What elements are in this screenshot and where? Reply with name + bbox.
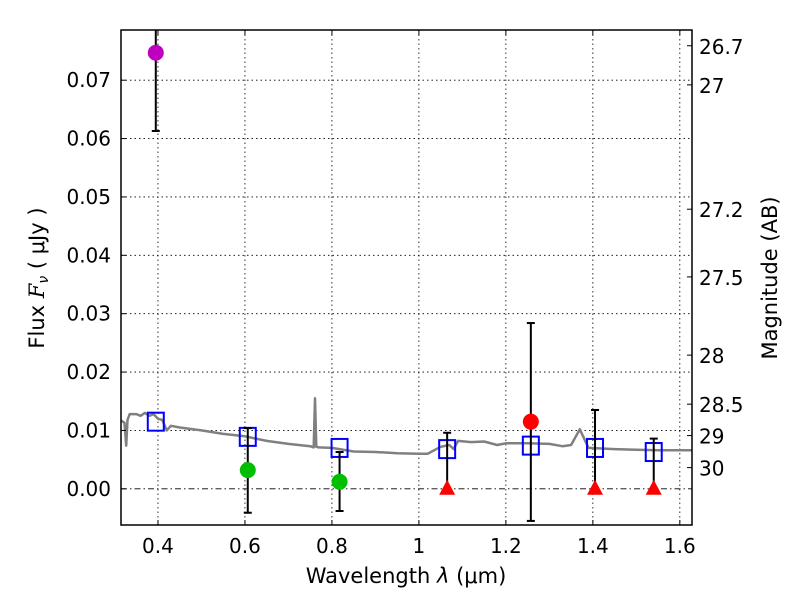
plot-frame [120,29,693,526]
x-axis-label-text: Wavelength [306,564,437,588]
y-axis-label-symbol: F [25,282,49,299]
y2-axis-label: Magnitude (AB) [758,196,782,359]
upper-limit-triangle [587,479,604,495]
y-axis-label-unit: ( μJy ) [25,207,49,275]
grid [121,30,692,525]
model-square-marker [146,411,165,432]
y2-tick-label: 26.7 [699,35,744,59]
y-tick-label: 0.07 [66,68,111,92]
x-axis-label-symbol: λ [436,564,449,588]
detection-marker-purple [147,44,164,61]
y-tick-label: 0.04 [66,243,111,267]
detection-marker-green [331,473,348,490]
x-tick-label: 0.6 [229,534,261,558]
upper-limit-triangle [439,479,456,495]
y-axis-label-sub: ν [36,276,52,284]
y2-tick-label: 30 [699,457,724,481]
y2-tick-label: 27.2 [699,198,744,222]
y-tick-label: 0.03 [66,302,111,326]
x-tick-label: 1.4 [577,534,609,558]
spectrum-layer [120,397,692,456]
y-tick-label: 0.00 [66,477,111,501]
detection-marker-red [522,413,539,430]
detection-marker-green [239,462,256,479]
x-axis-label: Wavelength λ (μm) [306,564,507,588]
x-tick-label: 1 [413,534,426,558]
x-tick-label: 1.2 [490,534,522,558]
y2-tick-label: 28 [699,344,724,368]
y-tick-label: 0.05 [66,185,111,209]
y-tick-label: 0.02 [66,360,111,384]
spectrum-line [120,397,692,456]
x-tick-label: 1.6 [664,534,696,558]
ticks: 0.4 0.6 0.8 1 1.2 1.4 1.6 0.00 0.01 0.02 0.03 0.04 0… [66,30,744,558]
y-tick-label: 0.01 [66,418,111,442]
y2-tick-label: 27.5 [699,266,744,290]
y2-tick-label: 27 [699,74,724,98]
x-tick-label: 0.8 [316,534,348,558]
y-axis-label: Flux Fν ( μJy ) [25,207,52,348]
x-tick-label: 0.4 [142,534,174,558]
y2-tick-label: 29 [699,425,724,449]
x-axis-label-unit: (μm) [449,564,506,588]
upper-limit-triangle [645,479,662,495]
data-layer [146,30,663,522]
y-axis-label-text: Flux [25,298,49,348]
y2-tick-label: 28.5 [699,393,744,417]
y-tick-label: 0.06 [66,127,111,151]
